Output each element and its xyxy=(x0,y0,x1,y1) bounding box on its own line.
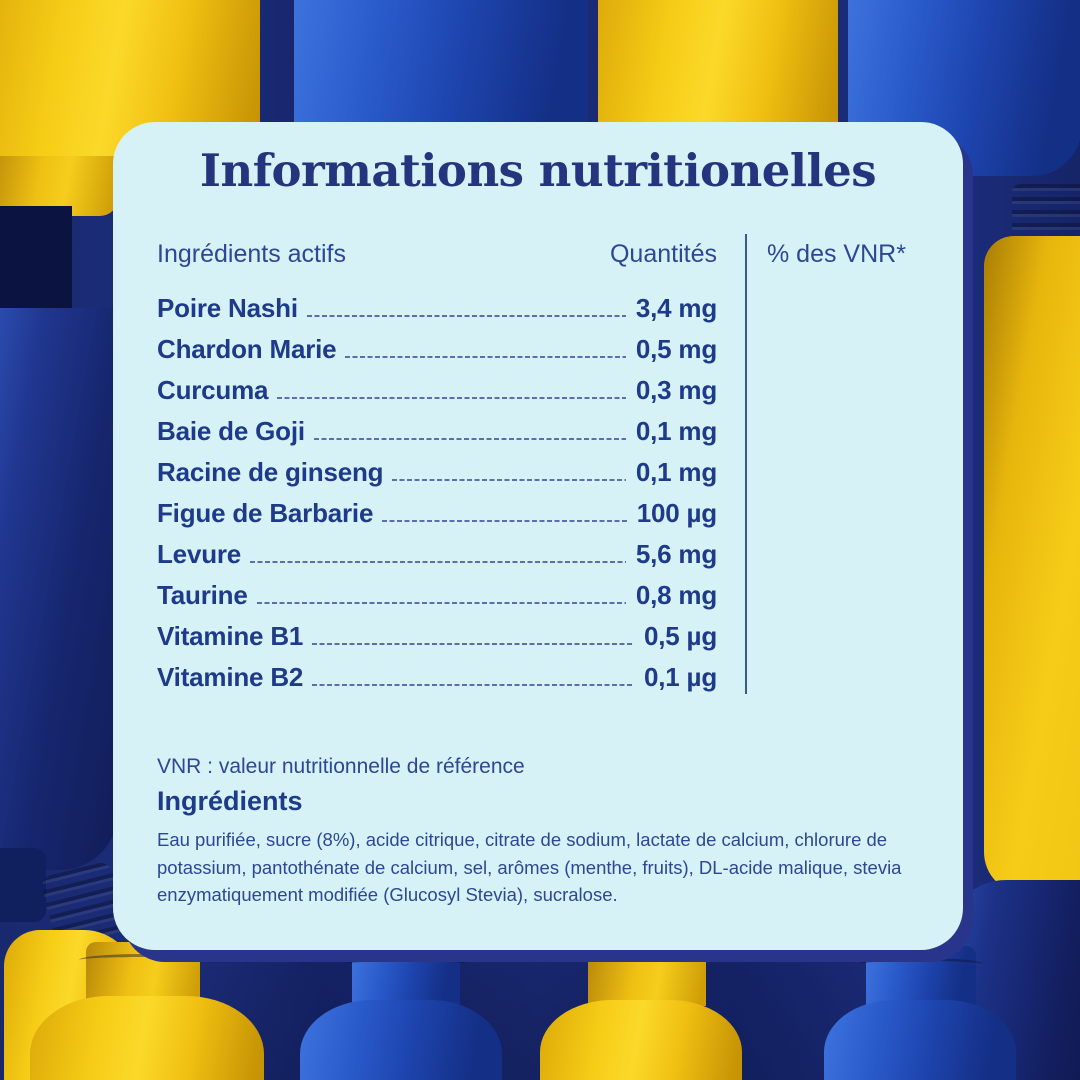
ingredient-name: Vitamine B2 xyxy=(157,662,304,692)
dotted-leader xyxy=(306,314,626,317)
table-header: Ingrédients actifs Quantités % des VNR* xyxy=(157,240,919,270)
bottle-blue-left xyxy=(0,308,118,870)
bottle-cap-blue-bottom-left xyxy=(0,848,46,922)
dotted-leader xyxy=(250,560,626,563)
table-row: Vitamine B1 0,5 µg xyxy=(157,616,717,657)
ingredient-quantity: 0,1 mg xyxy=(635,457,717,487)
vnr-footnote: VNR : valeur nutritionnelle de référence xyxy=(157,755,525,778)
dotted-leader xyxy=(312,683,634,686)
dotted-leader xyxy=(312,642,634,645)
table-row: Figue de Barbarie 100 µg xyxy=(157,493,717,534)
ingredient-quantity: 0,3 mg xyxy=(635,375,717,405)
table-row: Racine de ginseng 0,1 mg xyxy=(157,452,717,493)
dotted-leader xyxy=(277,396,626,399)
ingredient-name: Taurine xyxy=(157,580,248,610)
ingredient-quantity: 0,5 µg xyxy=(643,621,717,651)
bottle-blue-bottom-2 xyxy=(824,1000,1016,1080)
bottle-ring xyxy=(79,954,207,966)
ingredient-name: Chardon Marie xyxy=(157,334,337,364)
ingredient-name: Levure xyxy=(157,539,242,569)
ingredient-name: Baie de Goji xyxy=(157,416,305,446)
ingredient-quantity: 0,1 mg xyxy=(635,416,717,446)
bottle-yellow-bottom-2 xyxy=(540,1000,742,1080)
ingredient-name: Vitamine B1 xyxy=(157,621,304,651)
column-header-quantities: Quantités xyxy=(609,240,717,268)
dotted-leader xyxy=(345,355,626,358)
table-row: Baie de Goji 0,1 mg xyxy=(157,411,717,452)
table-row: Chardon Marie 0,5 mg xyxy=(157,329,717,370)
bottle-blue-bottom-1 xyxy=(300,1000,502,1080)
ingredient-name: Figue de Barbarie xyxy=(157,498,374,528)
ingredients-heading: Ingrédients xyxy=(157,786,303,816)
ingredient-quantity: 0,1 µg xyxy=(643,662,717,692)
table-row: Levure 5,6 mg xyxy=(157,534,717,575)
vertical-divider xyxy=(745,234,747,694)
ingredient-quantity: 100 µg xyxy=(636,498,717,528)
dotted-leader xyxy=(313,437,626,440)
card-title: Informations nutritionelles xyxy=(199,144,877,197)
table-row: Curcuma 0,3 mg xyxy=(157,370,717,411)
ingredient-name: Racine de ginseng xyxy=(157,457,384,487)
ingredient-quantity: 3,4 mg xyxy=(635,293,717,323)
bottle-neck-blue-bottom-1 xyxy=(345,946,467,1006)
bottle-neck-blue-bottom-2 xyxy=(859,946,983,1006)
bottle-ring xyxy=(859,958,983,970)
dotted-leader xyxy=(392,478,626,481)
nutrition-card: Informations nutritionelles Ingrédients … xyxy=(113,122,963,950)
table-row: Taurine 0,8 mg xyxy=(157,575,717,616)
bottle-ring xyxy=(345,958,467,970)
table-row: Vitamine B2 0,1 µg xyxy=(157,657,717,698)
dotted-leader xyxy=(382,519,627,522)
column-header-ingredients: Ingrédients actifs xyxy=(157,240,346,268)
ingredients-table: Poire Nashi 3,4 mg Chardon Marie 0,5 mg … xyxy=(157,288,717,698)
bottle-neck-yellow-bottom-1 xyxy=(79,942,207,1006)
column-header-vnr: % des VNR* xyxy=(767,240,906,268)
ingredient-name: Poire Nashi xyxy=(157,293,298,323)
ingredient-name: Curcuma xyxy=(157,375,269,405)
bottle-yellow-bottom-1 xyxy=(30,996,264,1080)
bottle-ring xyxy=(580,954,714,966)
ingredients-paragraph: Eau purifiée, sucre (8%), acide citrique… xyxy=(157,829,902,905)
ingredient-quantity: 0,8 mg xyxy=(635,580,717,610)
ingredient-quantity: 0,5 mg xyxy=(635,334,717,364)
table-row: Poire Nashi 3,4 mg xyxy=(157,288,717,329)
bottle-yellow-right xyxy=(984,236,1080,894)
bottle-neck-yellow-bottom-2 xyxy=(580,942,714,1006)
dotted-leader xyxy=(256,601,626,604)
ingredient-quantity: 5,6 mg xyxy=(635,539,717,569)
